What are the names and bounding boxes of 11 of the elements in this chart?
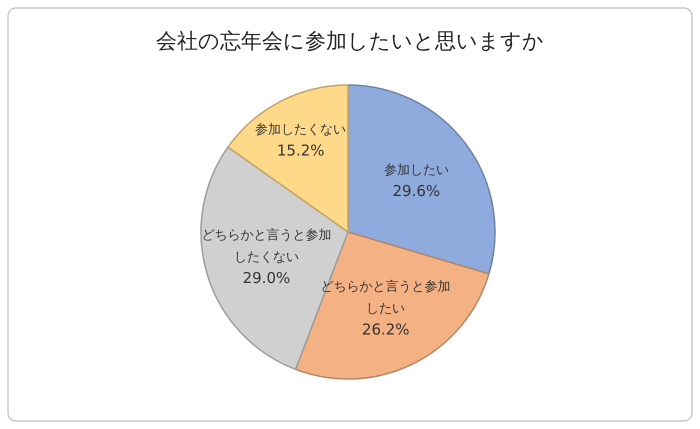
slice-label: どちらかと言うと参加したい	[320, 278, 451, 316]
data-label: 15.2%	[276, 142, 325, 160]
data-label: 29.0%	[242, 268, 290, 287]
slice-label: どちらかと言うと参加したくない	[201, 226, 332, 264]
slice-label: 参加したくない	[255, 122, 346, 138]
slice-label: 参加したい	[384, 162, 449, 178]
chart-title: 会社の忘年会に参加したいと思いますか	[156, 29, 544, 53]
data-label: 26.2%	[362, 320, 410, 339]
pie-slice	[347, 84, 496, 275]
pie-slice	[200, 146, 349, 370]
data-label: 29.6%	[392, 182, 440, 200]
